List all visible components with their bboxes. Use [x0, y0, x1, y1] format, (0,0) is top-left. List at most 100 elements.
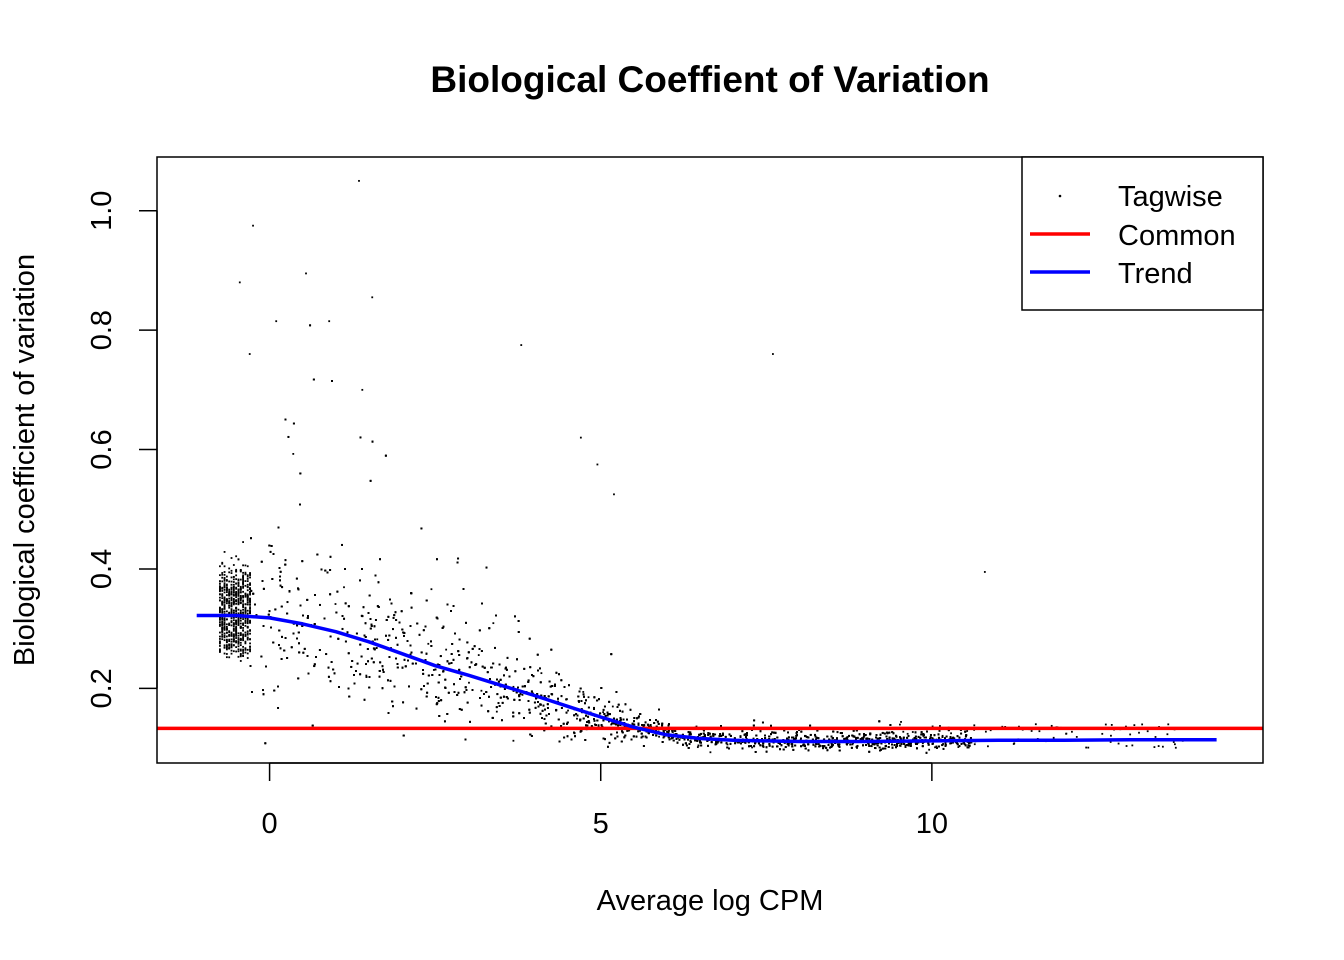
y-axis-label: Biological coefficient of variation — [9, 254, 41, 666]
tagwise-point — [237, 645, 240, 648]
tagwise-point — [221, 610, 224, 613]
tagwise-point — [237, 602, 240, 604]
tagwise-point — [228, 645, 231, 647]
tagwise-point — [225, 587, 228, 590]
tagwise-point — [468, 681, 470, 684]
tagwise-point — [244, 647, 247, 650]
tagwise-point — [230, 617, 233, 620]
tagwise-point — [230, 632, 233, 635]
tagwise-point — [278, 567, 281, 569]
tagwise-point — [346, 631, 349, 634]
tagwise-point — [817, 743, 820, 746]
tagwise-point — [235, 640, 238, 642]
tagwise-point — [223, 604, 226, 606]
tagwise-point — [235, 568, 238, 571]
tagwise-point — [239, 609, 242, 612]
tagwise-point — [230, 634, 233, 637]
tagwise-point — [878, 737, 880, 740]
tagwise-point — [762, 745, 765, 748]
tagwise-point — [565, 698, 568, 701]
tagwise-point — [262, 689, 264, 692]
tagwise-point — [726, 743, 729, 746]
tagwise-point — [368, 686, 371, 689]
tagwise-point — [611, 705, 614, 708]
tagwise-point — [219, 596, 221, 599]
tagwise-point — [221, 573, 224, 576]
tagwise-point — [242, 574, 244, 577]
tagwise-point — [223, 591, 226, 594]
tagwise-point — [426, 682, 429, 685]
tagwise-point — [593, 719, 596, 722]
tagwise-point — [244, 633, 247, 636]
tagwise-point — [237, 593, 240, 596]
tagwise-point — [344, 640, 347, 643]
tagwise-point — [431, 674, 434, 676]
tagwise-point — [244, 564, 247, 567]
tagwise-point — [223, 584, 226, 586]
tagwise-point — [223, 605, 226, 608]
tagwise-point — [225, 610, 228, 613]
tagwise-point — [249, 606, 251, 609]
tagwise-point — [396, 666, 399, 669]
tagwise-point — [587, 720, 590, 722]
tagwise-point — [237, 598, 240, 601]
tagwise-point — [242, 590, 244, 593]
tagwise-point — [944, 745, 947, 747]
tagwise-point — [859, 738, 862, 741]
tagwise-point — [249, 610, 251, 613]
tagwise-point — [497, 702, 500, 705]
tagwise-point — [249, 619, 251, 622]
tagwise-point — [232, 588, 235, 590]
tagwise-point — [376, 638, 379, 641]
tagwise-point — [221, 580, 224, 583]
tagwise-point — [443, 720, 446, 723]
tagwise-point — [622, 718, 625, 721]
tagwise-point — [223, 628, 226, 631]
tagwise-point — [832, 737, 834, 739]
tagwise-point — [244, 607, 247, 609]
tagwise-point — [221, 562, 224, 565]
tagwise-point — [221, 611, 224, 614]
tagwise-point — [945, 735, 948, 738]
tagwise-point — [242, 639, 244, 642]
tagwise-point — [244, 603, 247, 606]
tagwise-point — [239, 585, 242, 588]
tagwise-point — [235, 599, 238, 602]
tagwise-point — [607, 713, 610, 715]
tagwise-point — [865, 737, 868, 740]
tagwise-point — [225, 618, 228, 621]
tagwise-point — [219, 599, 221, 602]
tagwise-point — [450, 653, 453, 655]
tagwise-point — [228, 588, 231, 591]
tagwise-point — [576, 717, 578, 720]
tagwise-point — [232, 628, 235, 631]
chart-title: Biological Coeffient of Variation — [430, 59, 989, 100]
tagwise-point — [540, 672, 543, 675]
tagwise-point — [246, 630, 249, 633]
tagwise-point — [596, 719, 599, 722]
tagwise-point — [239, 587, 242, 590]
tagwise-point — [242, 634, 244, 637]
tagwise-point — [279, 584, 282, 587]
tagwise-point — [237, 612, 240, 615]
tagwise-point — [941, 744, 944, 747]
tagwise-point — [722, 732, 724, 735]
tagwise-point — [582, 717, 585, 720]
tagwise-point — [394, 611, 397, 614]
tagwise-point — [230, 588, 233, 591]
tagwise-point — [242, 604, 244, 607]
tagwise-point — [302, 614, 304, 617]
tagwise-point — [329, 555, 332, 558]
tagwise-point — [219, 580, 221, 582]
tagwise-point — [230, 649, 233, 652]
tagwise-point — [249, 576, 251, 579]
tagwise-point — [230, 624, 233, 627]
tagwise-point — [250, 537, 252, 540]
tagwise-point — [244, 651, 247, 654]
tagwise-point — [219, 587, 221, 590]
tagwise-point — [885, 744, 887, 747]
tagwise-point — [223, 582, 226, 585]
tagwise-point — [242, 575, 244, 578]
tagwise-point — [809, 724, 812, 727]
